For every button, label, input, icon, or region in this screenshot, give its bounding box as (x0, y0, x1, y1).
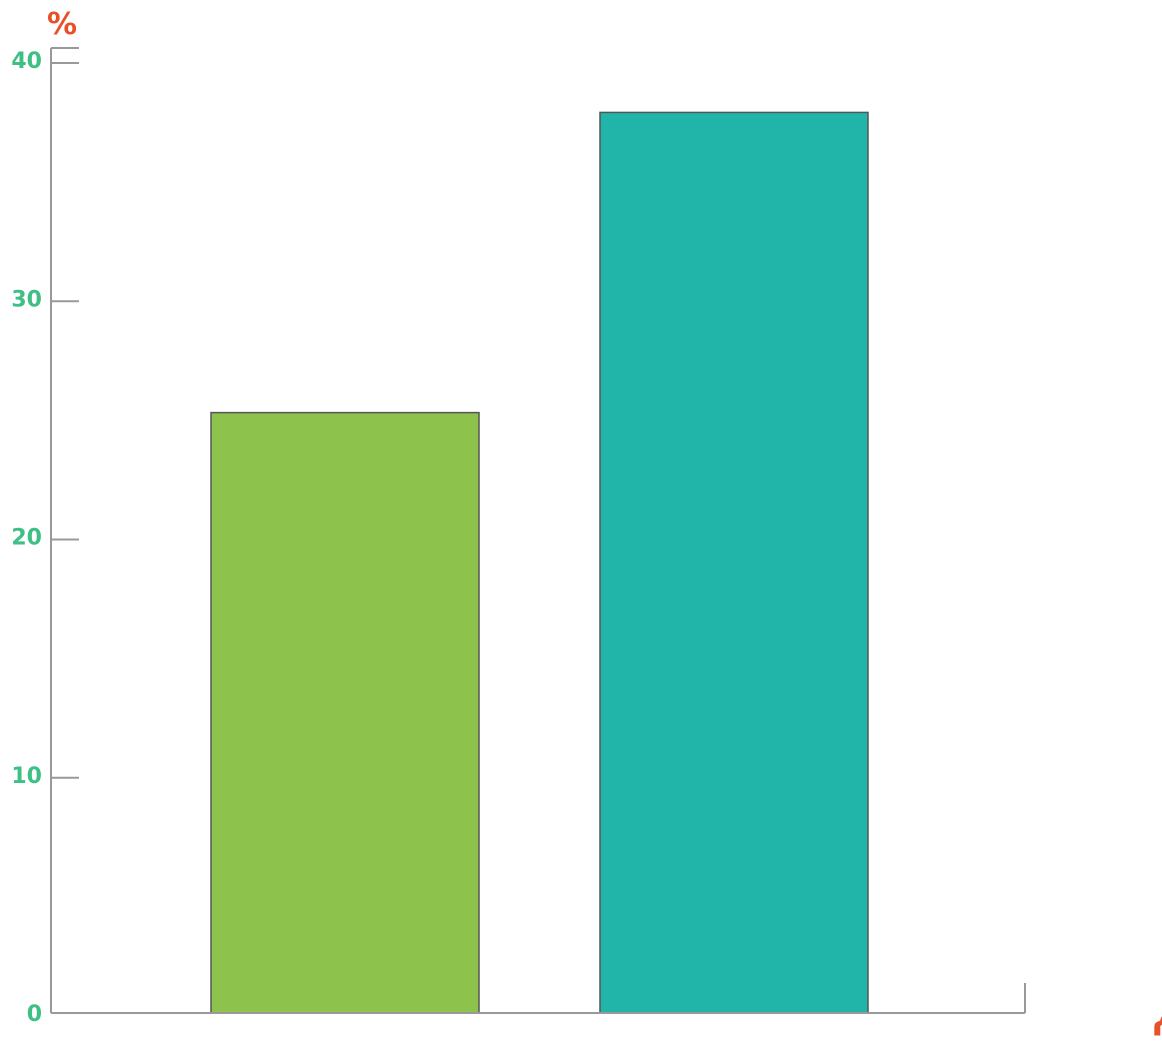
bars-group (210, 111, 869, 1014)
y-tick-label: 30 (11, 287, 42, 312)
bar (210, 411, 480, 1014)
y-tick-label: 10 (11, 764, 42, 789)
axes-group (50, 47, 1026, 1014)
y-axis-title: % (47, 7, 77, 42)
y-tick-label: 0 (27, 1002, 42, 1027)
x-axis-title: الأعوام (1152, 994, 1162, 1036)
y-tick-label: 20 (11, 526, 42, 551)
y-ticks-group: 0 10 20 30 40 (11, 49, 79, 1027)
y-tick-label: 40 (11, 49, 42, 74)
bar (599, 111, 869, 1014)
